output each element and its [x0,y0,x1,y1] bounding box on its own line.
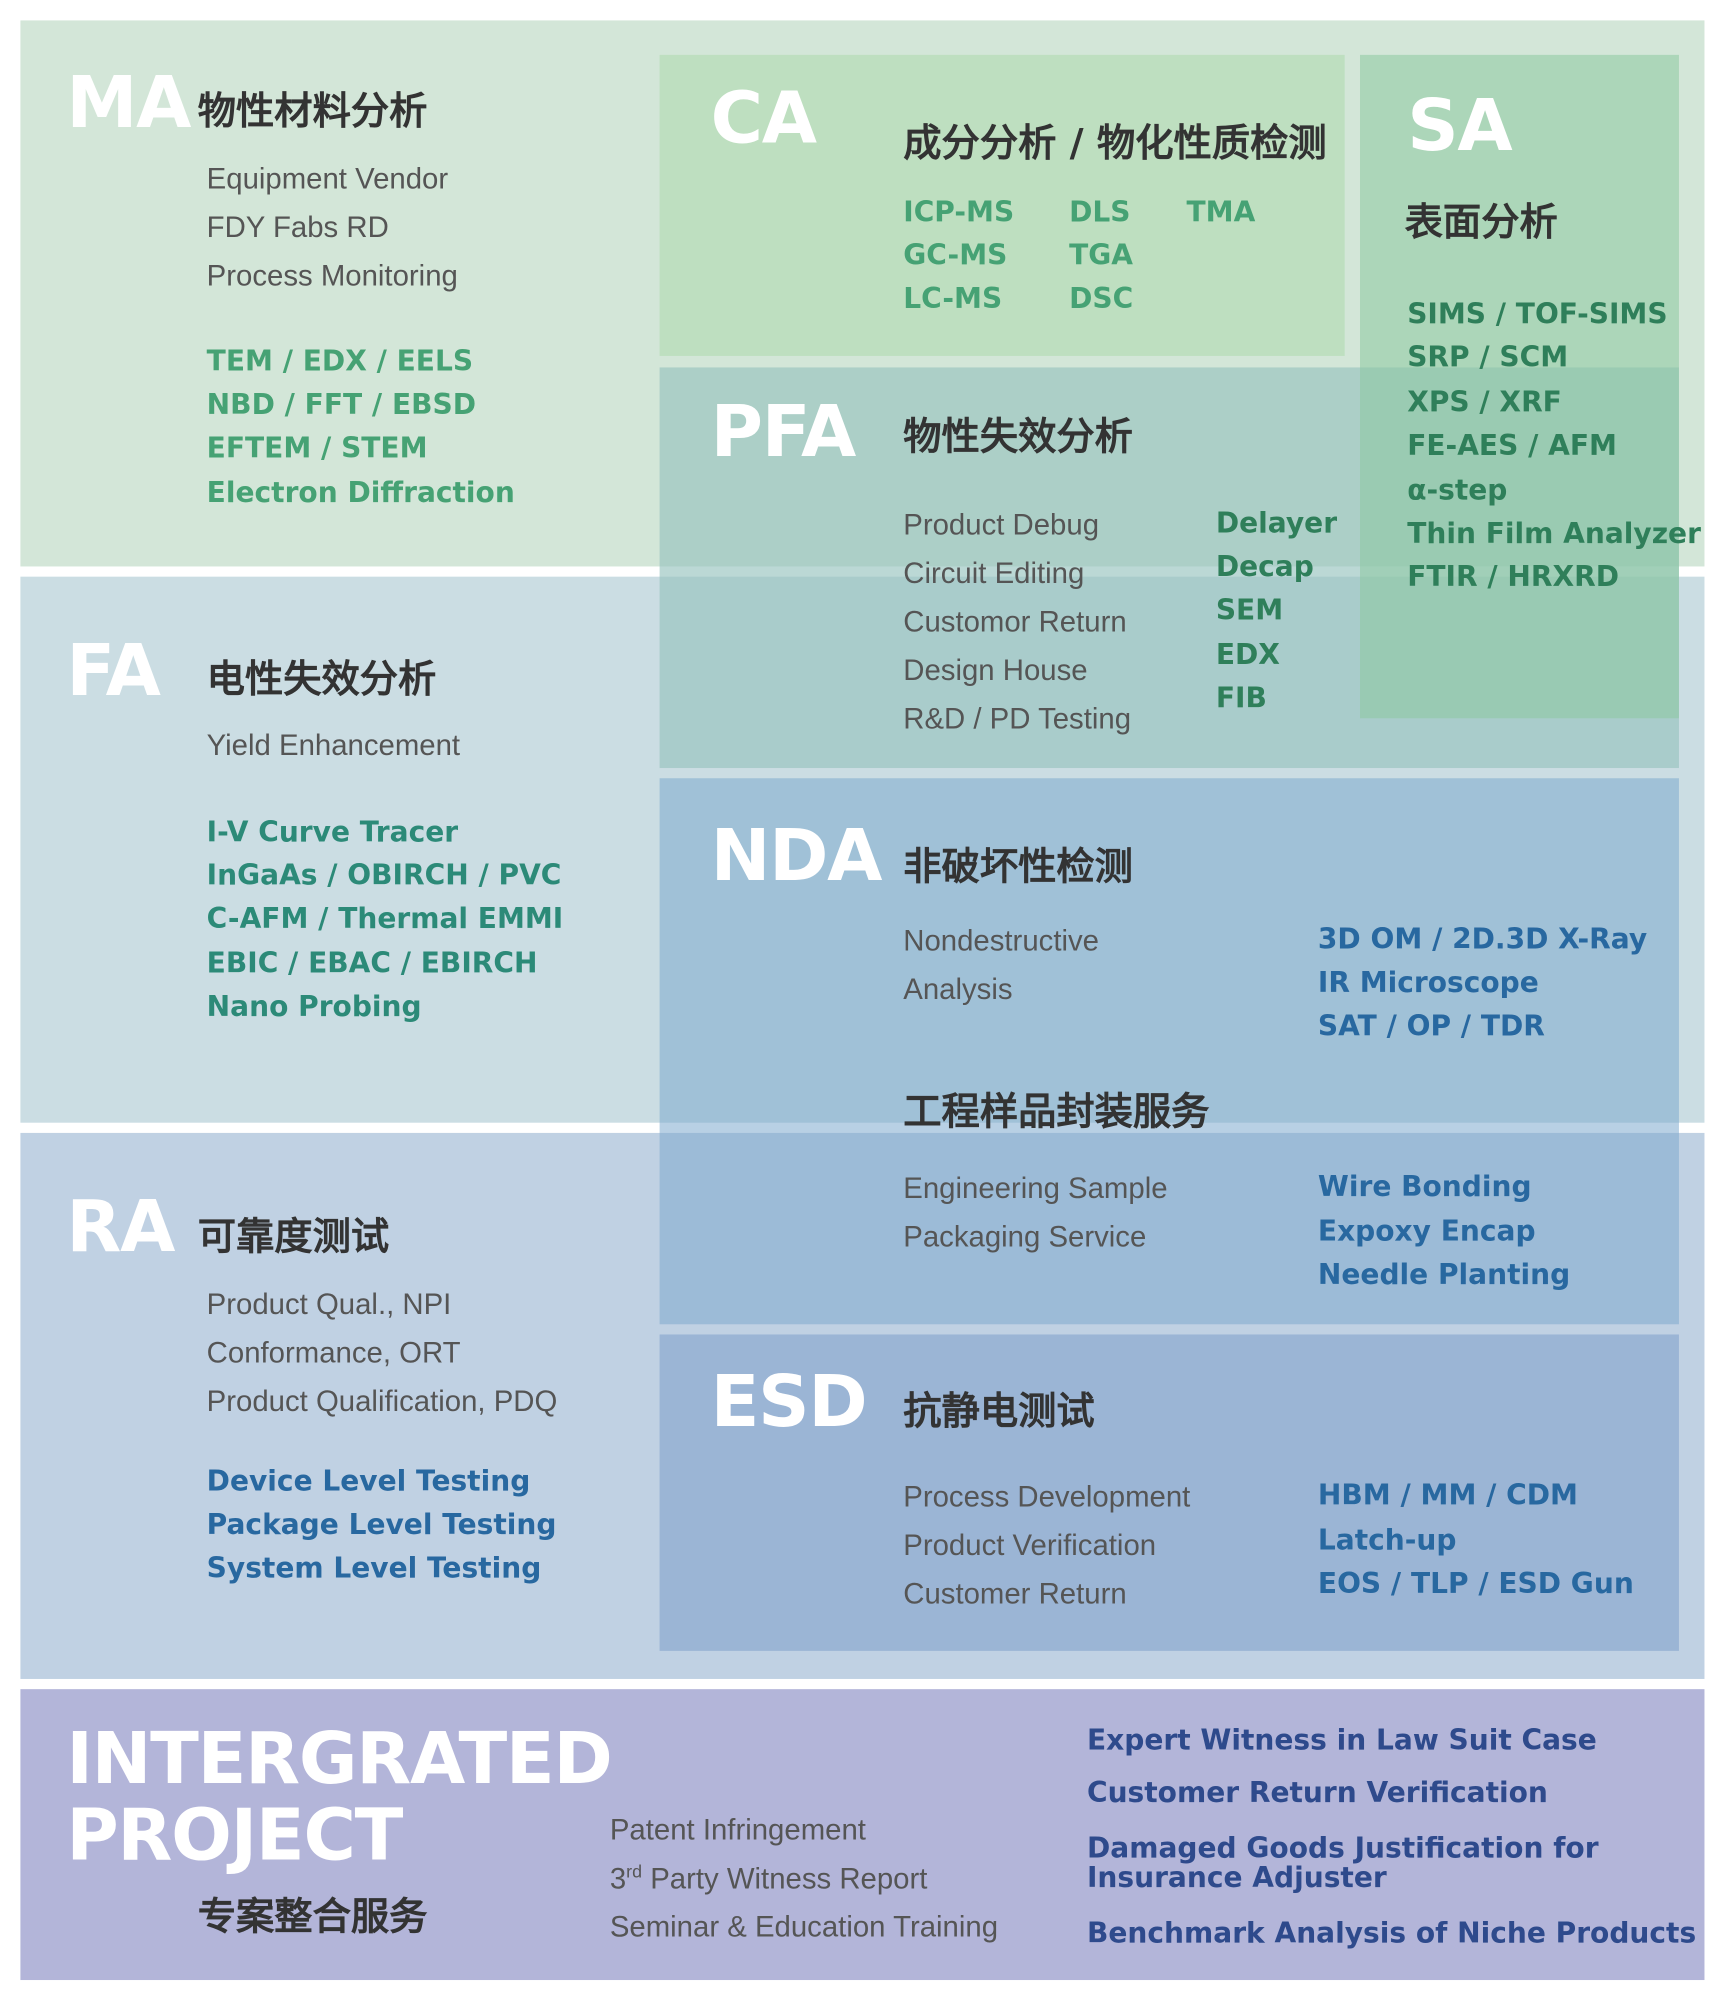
technique: FTIR / HRXRD [1407,562,1620,595]
technique: TMA [1186,197,1256,229]
technique: DSC [1069,283,1134,316]
technique: DLS [1069,197,1131,229]
section-title: 非破坏性检测 [903,844,1133,890]
section-title: 抗静电测试 [903,1389,1095,1435]
section-title: 可靠度测试 [197,1214,390,1260]
application: Equipment Vendor [206,161,449,196]
technique: Device Level Testing [206,1466,531,1499]
technique: TGA [1069,240,1134,273]
application: Customer Return [903,1576,1127,1610]
section-code: MA [66,62,191,145]
project-band [20,1689,1705,1981]
technique: α-step [1407,474,1508,507]
application: R&D / PD Testing [903,701,1132,735]
technique: I-V Curve Tracer [206,817,459,849]
section-title: 表面分析 [1404,200,1558,246]
section-title: 成分分析 / 物化性质检测 [903,121,1327,167]
technique: EDX [1215,639,1280,672]
section-code: RA [66,1185,175,1269]
section-title: 物性失效分析 [903,414,1133,460]
technique: 3D OM / 2D.3D X-Ray [1317,924,1648,957]
section-code: SA [1407,84,1512,168]
technique: SEM [1215,595,1284,628]
technique: Latch-up [1317,1524,1457,1557]
technique: Nano Probing [206,991,422,1024]
section-code: FA [66,629,161,713]
application: Product Verification [903,1528,1157,1562]
section-code: NDA [710,814,883,898]
technique: Delayer [1215,508,1338,541]
technique: IR Microscope [1317,967,1539,1000]
section-code: INTERGRATED [66,1717,612,1801]
technique: Expert Witness in Law Suit Case [1086,1725,1597,1758]
technique: EOS / TLP / ESD Gun [1317,1568,1634,1601]
technique: TEM / EDX / EELS [206,346,474,379]
technique: HBM / MM / CDM [1317,1480,1579,1513]
section-code: PFA [710,391,857,475]
technique: C-AFM / Thermal EMMI [206,904,564,937]
technique: Thin Film Analyzer [1407,518,1701,551]
ca-box [659,54,1345,356]
application: Engineering Sample [903,1171,1168,1205]
technique: EFTEM / STEM [206,433,428,466]
technique: ICP-MS [903,197,1015,229]
technique: Damaged Goods Justification for Insuranc… [1086,1833,1599,1895]
technique: Benchmark Analysis of Niche Products [1086,1918,1697,1951]
technique: SIMS / TOF-SIMS [1407,299,1668,332]
technique: EBIC / EBAC / EBIRCH [206,947,538,980]
sa-box [1360,54,1679,719]
technique: SRP / SCM [1407,342,1569,375]
section-code: CA [710,77,817,161]
application: Conformance, ORT [206,1335,461,1369]
technique: SAT / OP / TDR [1317,1011,1545,1044]
section-title: 物性材料分析 [197,89,428,135]
technique: Decap [1215,551,1314,584]
application: Product Qualification, PDQ [206,1384,558,1418]
technique: Electron Diffraction [206,477,515,510]
application: Patent Infringement [609,1812,866,1846]
technique: System Level Testing [206,1553,542,1586]
section-subtitle: 工程样品封装服务 [903,1089,1210,1135]
technique: FE-AES / AFM [1407,430,1617,463]
application: Analysis [903,972,1013,1006]
technique: FIB [1215,682,1267,715]
text-part: rd [626,1860,643,1882]
application: Circuit Editing [903,556,1085,590]
application: 3rd Party Witness Report [610,1862,928,1894]
technique: GC-MS [903,240,1008,273]
application: Process Development [903,1479,1191,1514]
section-code: ESD [710,1360,868,1444]
technique: Package Level Testing [206,1510,557,1542]
section-title: 电性失效分析 [206,657,437,703]
application: Packaging Service [903,1219,1147,1253]
section-title: 专案整合服务 [197,1894,428,1940]
text-part: Party Witness Report [650,1861,928,1895]
application: Yield Enhancement [206,728,461,762]
technique: NBD / FFT / EBSD [206,389,477,422]
technique: InGaAs / OBIRCH / PVC [206,860,562,893]
technique: Expoxy Encap [1317,1215,1536,1248]
technique: Wire Bonding [1317,1171,1532,1204]
application: Nondestructive [903,923,1100,957]
application: Customor Return [903,604,1127,638]
technique: Needle Planting [1317,1259,1571,1292]
technique: XPS / XRF [1407,386,1562,419]
application: Design House [903,653,1088,687]
section-code: PROJECT [66,1794,403,1878]
application: Seminar & Education Training [609,1909,999,1943]
application: FDY Fabs RD [206,210,389,244]
application: Product Debug [903,507,1100,541]
technique: LC-MS [903,283,1003,316]
application: Product Qual., NPI [206,1287,452,1321]
text-part: 3 [609,1861,627,1895]
esd-box [659,1334,1679,1651]
nda-box [659,778,1679,1325]
technique: Customer Return Verification [1086,1777,1548,1810]
application: Process Monitoring [206,258,458,293]
